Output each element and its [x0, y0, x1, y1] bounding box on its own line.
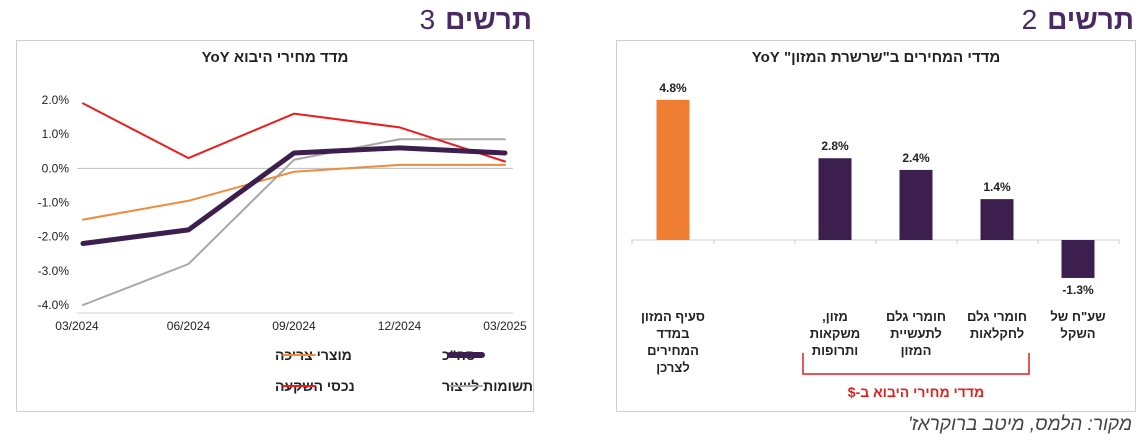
- category-label: שע"ח של השקל: [1050, 309, 1105, 341]
- bracket-line: [802, 353, 1030, 375]
- bar-chart-svg: 4.8% סעיף המזון במדד המחירים לצרכן 2.8% מזון, מ…: [631, 81, 1120, 400]
- bar: [818, 158, 852, 240]
- series-line: [82, 102, 506, 163]
- bar: [1061, 240, 1095, 278]
- figure-3-number: 3: [419, 4, 436, 35]
- y-tick-label: -1.0%: [38, 196, 70, 210]
- figure-3-title: תרשים 3: [420, 4, 532, 36]
- y-tick-label: 1.0%: [42, 127, 70, 141]
- category-label: סעיף המזון במדד המחירים לצרכן: [641, 309, 705, 375]
- bar-value-label: 2.8%: [821, 139, 849, 153]
- category-label: חומרי גלם לתעשיית המזון: [886, 309, 946, 358]
- bar-chart-panel: מדדי המחירים ב"שרשרת המזון" YoY 4.8% סעיף…: [616, 40, 1136, 412]
- source-note: מקור: הלמס, מיטב ברוקראז': [907, 414, 1132, 435]
- figure-2-title: תרשים 2: [1022, 4, 1134, 36]
- x-tick-label: 12/2024: [378, 319, 422, 333]
- y-tick-label: -4.0%: [38, 298, 70, 312]
- legend-label: תשומות לייצור: [442, 378, 533, 394]
- line-chart-title: מדד מחירי היבוא YoY: [201, 49, 349, 66]
- y-tick-label: 2.0%: [42, 93, 70, 107]
- category-label: חומרי גלם לחקלאות: [967, 309, 1027, 341]
- y-tick-label: -2.0%: [38, 230, 70, 244]
- bar-value-label: 1.4%: [983, 180, 1011, 194]
- bar-value-label: 2.4%: [902, 151, 930, 165]
- x-tick-label: 06/2024: [167, 319, 211, 333]
- bar-value-label: -1.3%: [1062, 283, 1094, 297]
- bracket-label: מדדי מחירי היבוא ב-$: [848, 384, 984, 400]
- bar-chart-title: מדדי המחירים ב"שרשרת המזון" YoY: [751, 49, 1001, 66]
- x-tick-label: 09/2024: [272, 319, 316, 333]
- series-line: [82, 163, 506, 221]
- bar-value-label: 4.8%: [659, 81, 687, 95]
- figure-2-number: 2: [1021, 4, 1038, 35]
- figure-2-label: תרשים: [1047, 4, 1134, 35]
- series-line: [80, 145, 508, 246]
- x-tick-label: 03/2024: [55, 319, 99, 333]
- line-chart-svg: 2.0% 1.0% 0.0% -1.0% -2.0% -3.0% -4.0% 03/2024 0…: [38, 93, 533, 394]
- bar: [980, 199, 1014, 240]
- figure-3-label: תרשים: [445, 4, 532, 35]
- bar: [656, 99, 690, 240]
- y-tick-label: 0.0%: [42, 161, 70, 175]
- bar: [899, 169, 933, 240]
- category-label: מזון, משקאות ותרופות: [810, 309, 860, 358]
- y-tick-label: -3.0%: [38, 264, 70, 278]
- line-chart-panel: מדד מחירי היבוא YoY 2.0% 1.0% 0.0% -1.0% -2.…: [16, 40, 534, 412]
- x-tick-label: 03/2025: [483, 319, 527, 333]
